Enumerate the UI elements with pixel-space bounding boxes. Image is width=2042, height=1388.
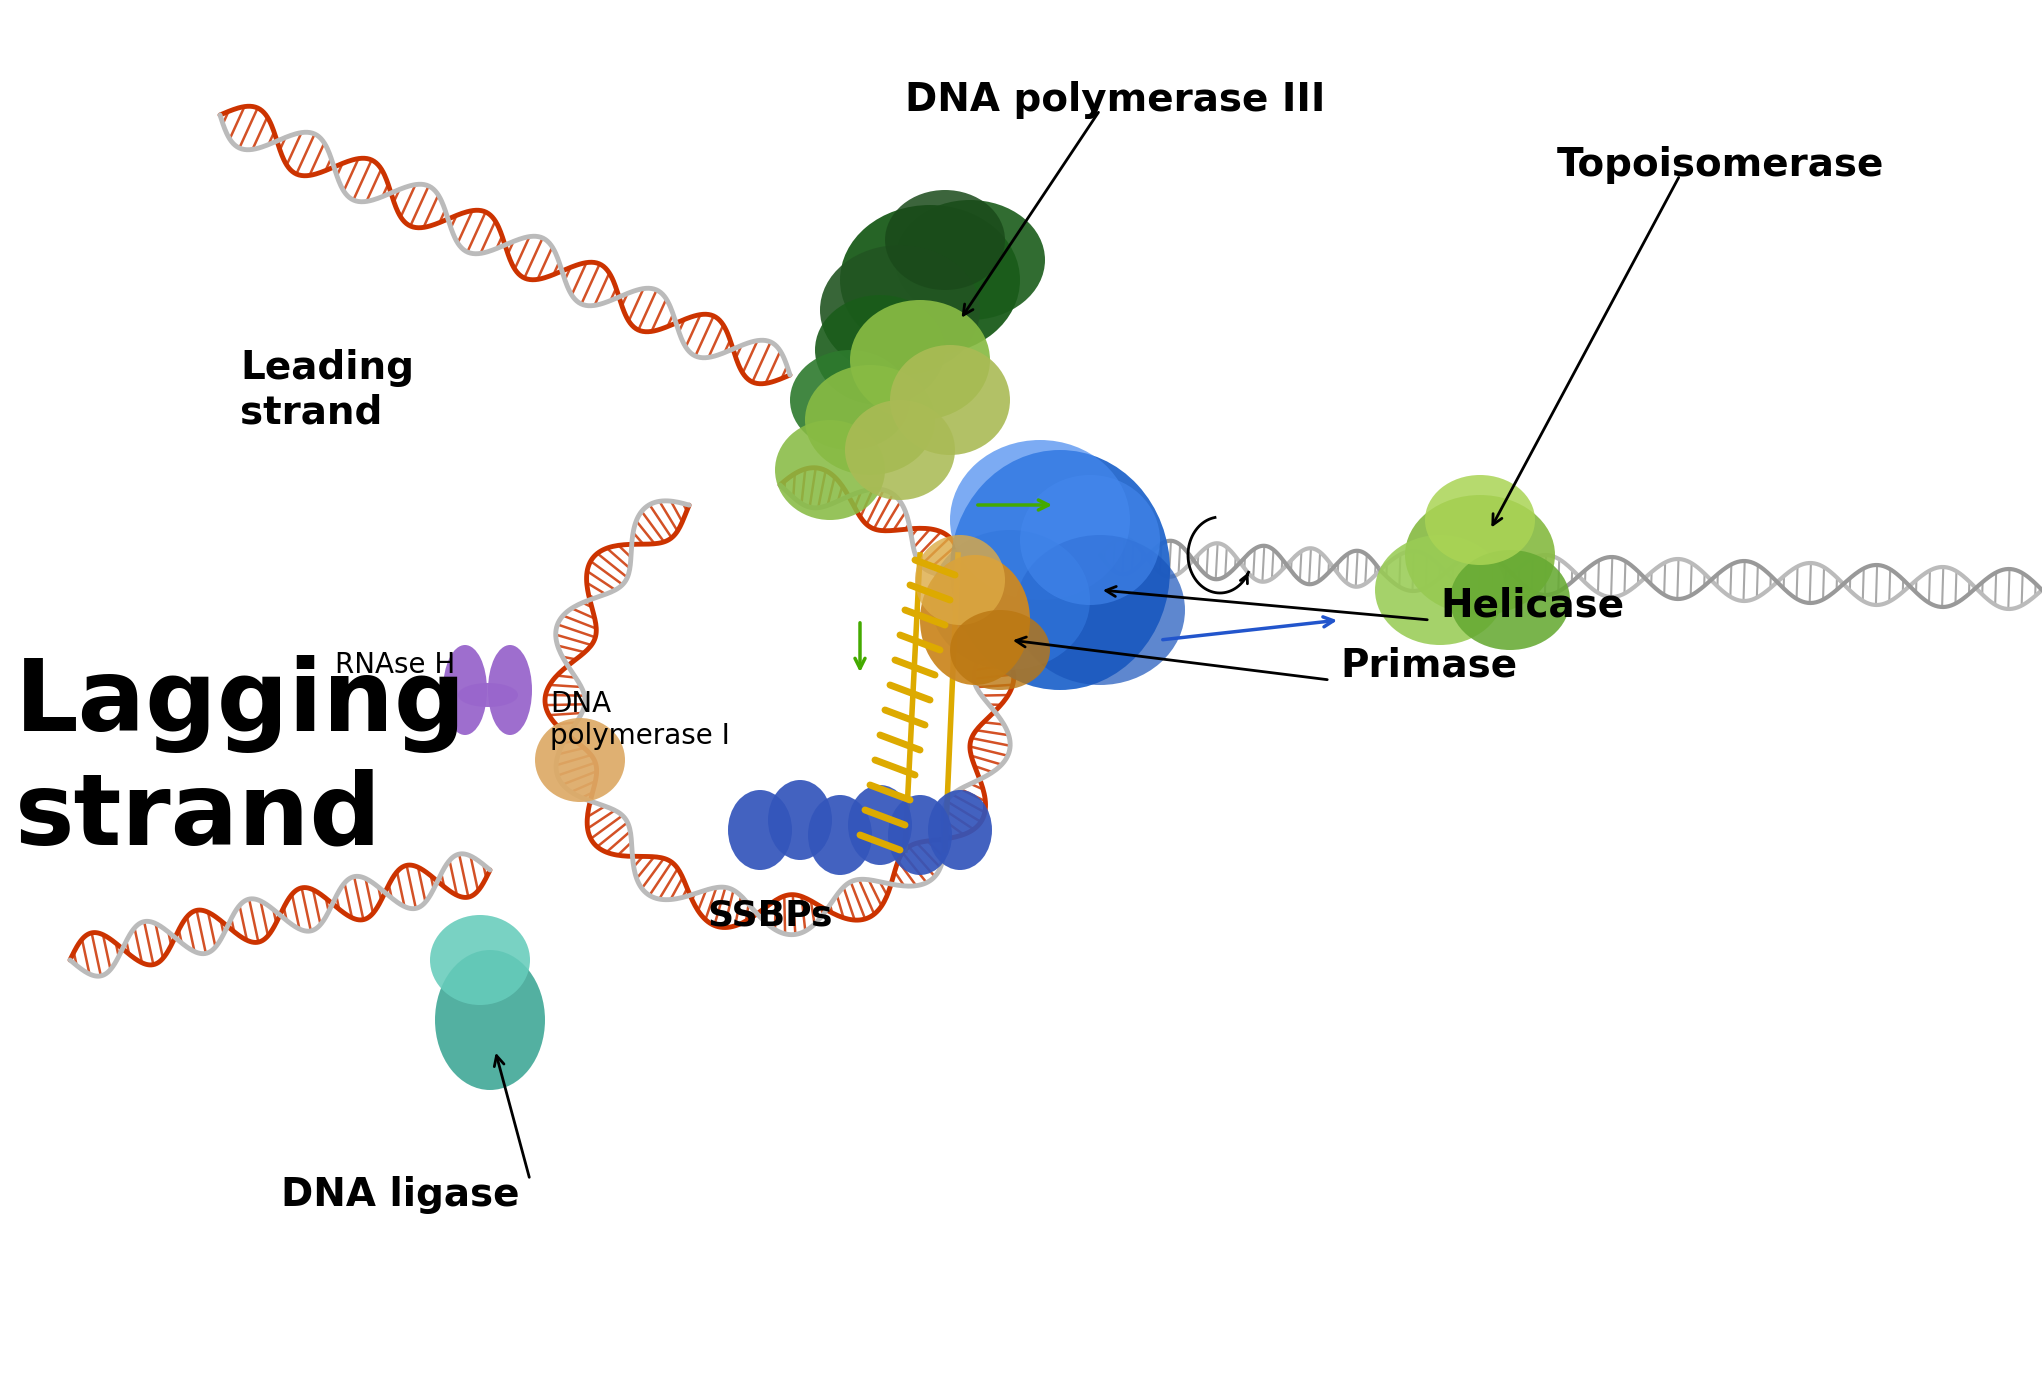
Ellipse shape [457, 683, 519, 706]
Text: DNA polymerase III: DNA polymerase III [905, 81, 1325, 119]
Text: RNAse H: RNAse H [335, 651, 455, 679]
Ellipse shape [847, 786, 913, 865]
Ellipse shape [1405, 496, 1556, 615]
Ellipse shape [821, 246, 980, 375]
Ellipse shape [729, 790, 792, 870]
Ellipse shape [888, 795, 952, 874]
Ellipse shape [1374, 534, 1505, 645]
Ellipse shape [443, 645, 486, 736]
Ellipse shape [884, 190, 1005, 290]
Ellipse shape [488, 645, 533, 736]
Ellipse shape [776, 421, 884, 520]
Ellipse shape [1450, 550, 1570, 650]
Ellipse shape [1015, 534, 1184, 686]
Ellipse shape [839, 205, 1021, 355]
Ellipse shape [950, 450, 1170, 690]
Ellipse shape [1021, 475, 1160, 605]
Text: Leading
strand: Leading strand [241, 348, 415, 432]
Ellipse shape [927, 790, 992, 870]
Ellipse shape [431, 915, 531, 1005]
Ellipse shape [845, 400, 956, 500]
Ellipse shape [809, 795, 872, 874]
Ellipse shape [950, 609, 1050, 690]
Text: Lagging
strand: Lagging strand [14, 655, 466, 865]
Text: Helicase: Helicase [1440, 586, 1623, 625]
Ellipse shape [790, 350, 911, 450]
Ellipse shape [768, 780, 831, 861]
Ellipse shape [1425, 475, 1536, 565]
Ellipse shape [815, 296, 945, 405]
Text: DNA
polymerase I: DNA polymerase I [549, 690, 729, 750]
Ellipse shape [929, 530, 1090, 670]
Ellipse shape [849, 300, 990, 421]
Text: Primase: Primase [1340, 645, 1517, 684]
Text: Topoisomerase: Topoisomerase [1556, 146, 1883, 185]
Ellipse shape [805, 365, 935, 475]
Ellipse shape [921, 555, 1029, 686]
Text: SSBPs: SSBPs [707, 898, 833, 931]
Ellipse shape [890, 346, 1011, 455]
Ellipse shape [894, 200, 1046, 321]
Ellipse shape [915, 534, 1005, 625]
Ellipse shape [950, 440, 1129, 600]
Text: DNA ligase: DNA ligase [280, 1176, 519, 1214]
Ellipse shape [435, 949, 545, 1090]
Ellipse shape [535, 718, 625, 802]
